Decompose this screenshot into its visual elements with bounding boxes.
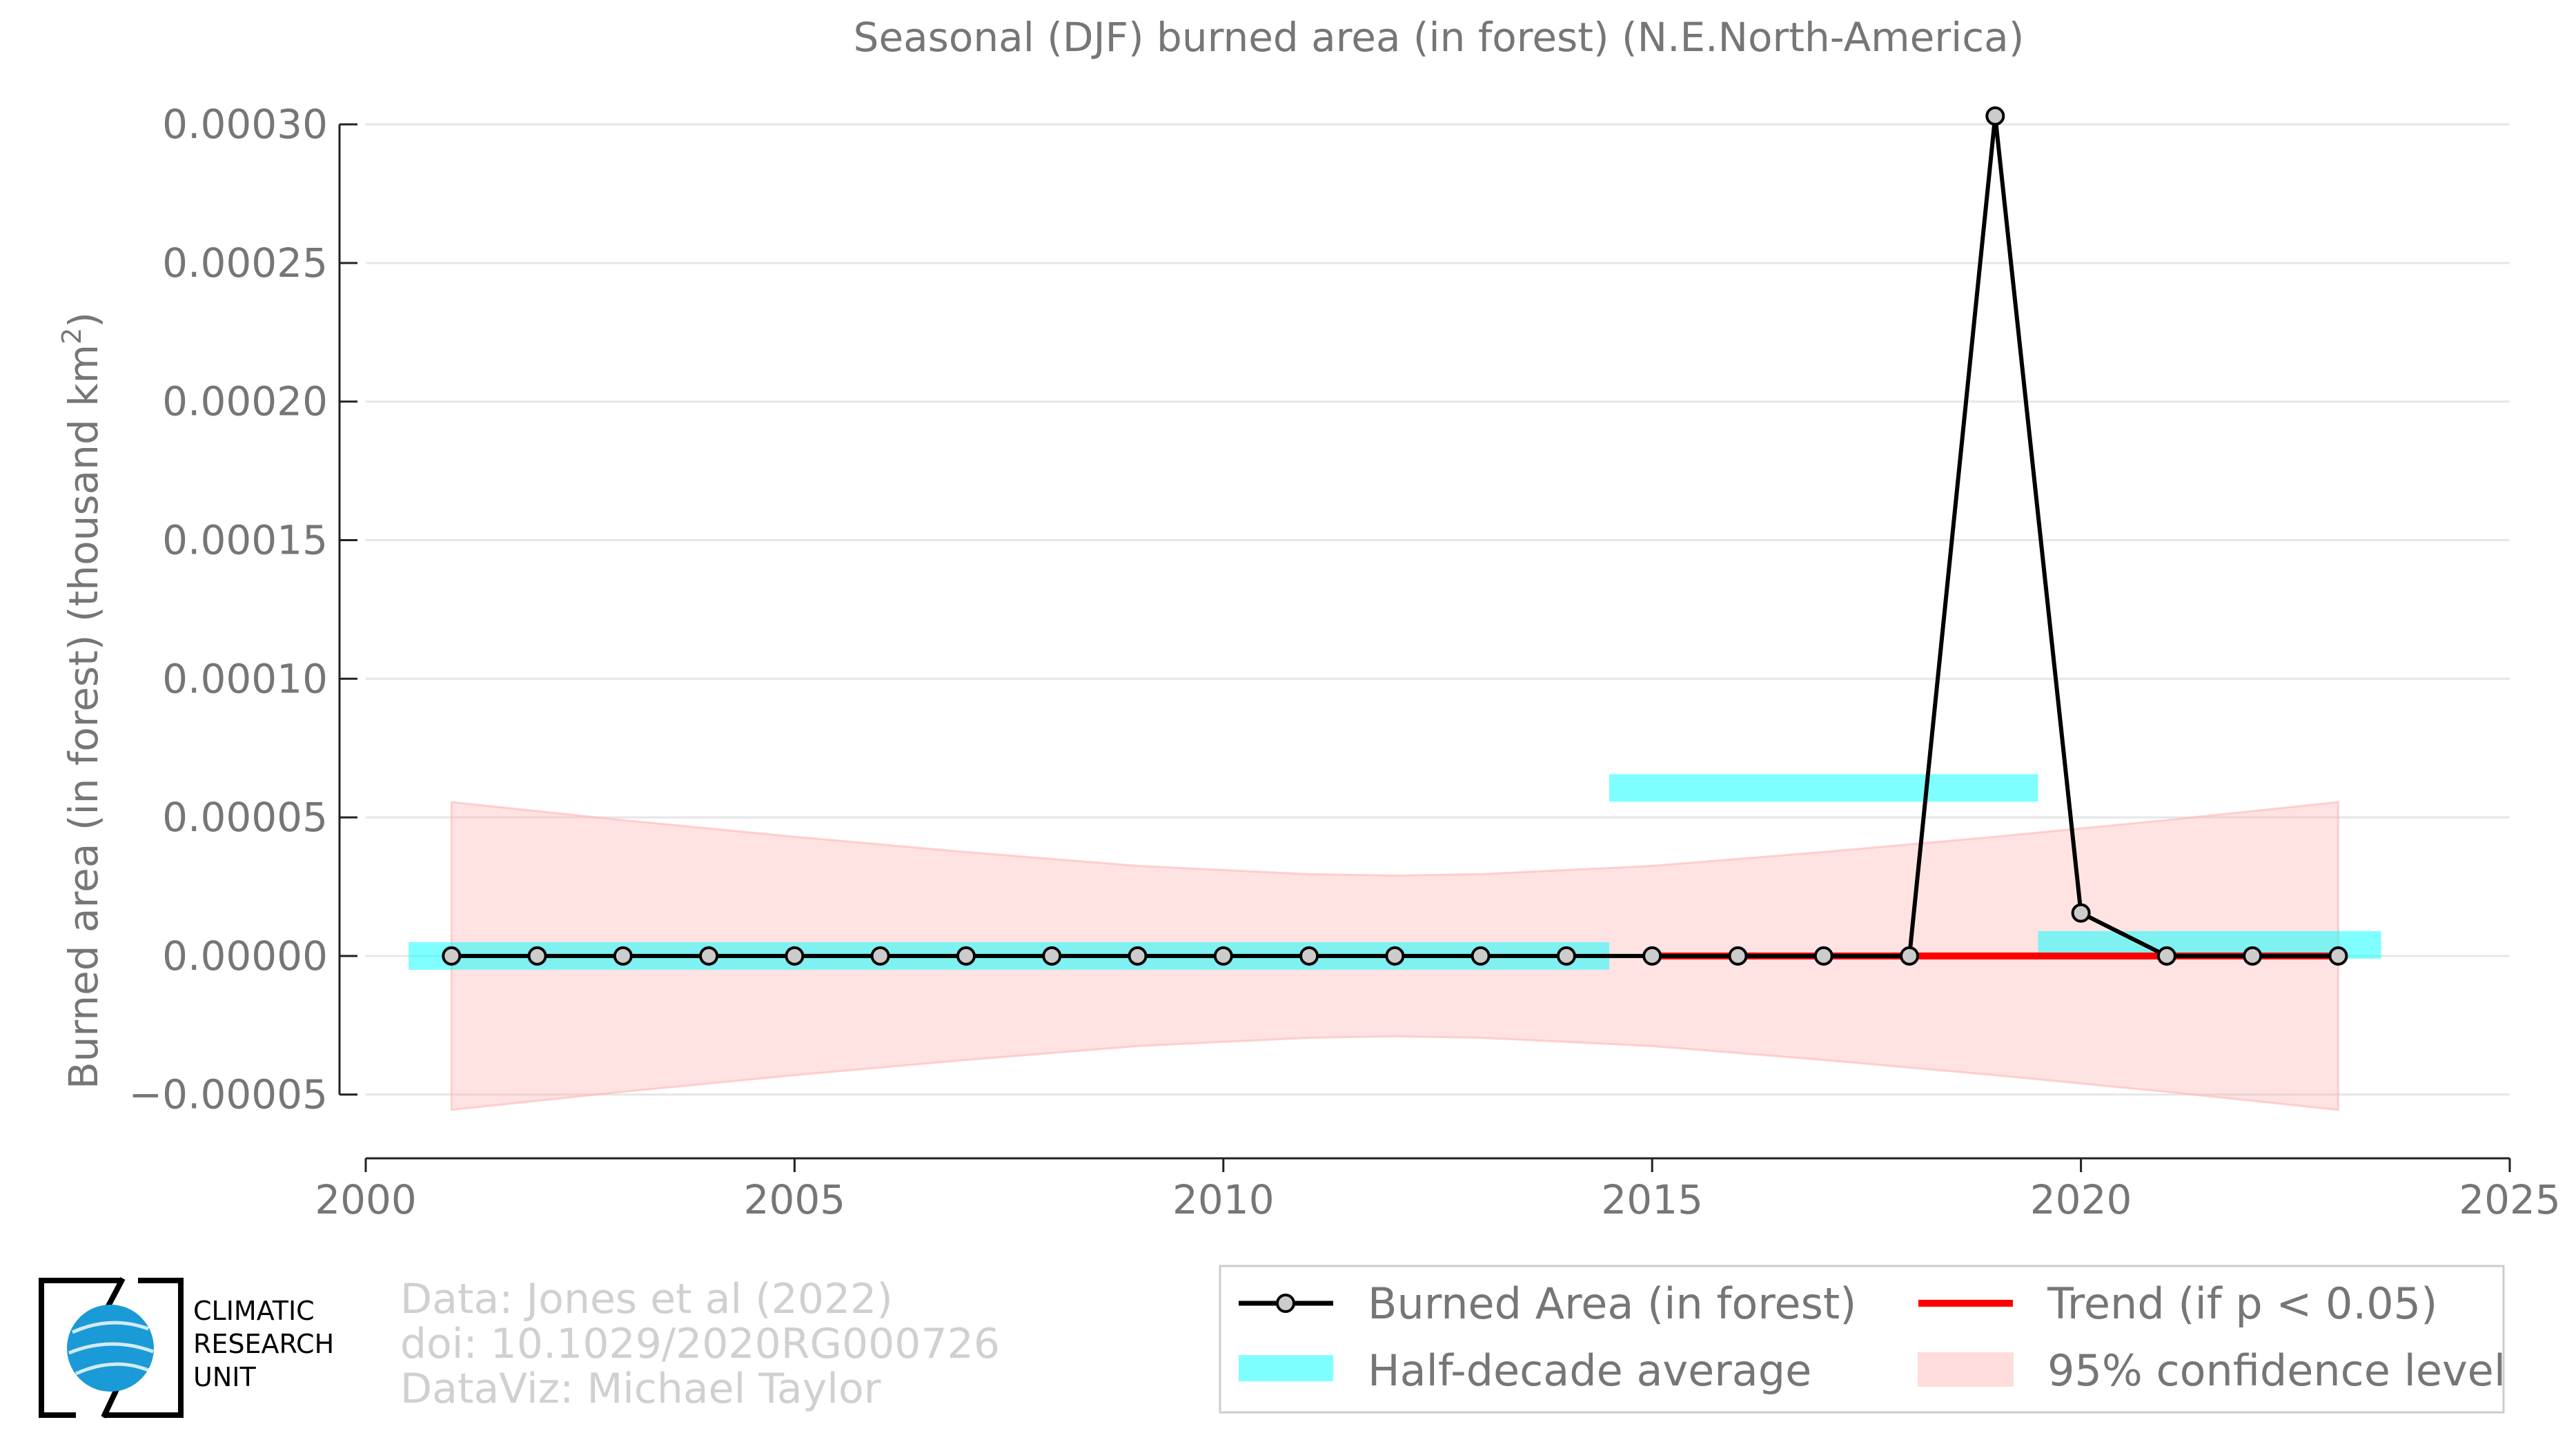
burned-area-point <box>1813 946 1833 966</box>
y-axis-label: Burned area (in forest) (thousand km2) <box>57 312 107 1089</box>
legend-confidence-label: 95% confidence level <box>2047 1345 2506 1396</box>
y-tick-label: 0.00025 <box>162 240 328 286</box>
x-tick-label: 2025 <box>2459 1176 2561 1223</box>
y-axis-label-superscript: 2 <box>57 328 87 344</box>
credit-doi: doi: 10.1029/2020RG000726 <box>400 1320 1000 1368</box>
legend-burned-area-label: Burned Area (in forest) <box>1368 1278 1856 1329</box>
burned-area-point <box>2243 946 2263 966</box>
burned-area-series-layer <box>442 106 2348 966</box>
burned-area-point <box>699 946 719 966</box>
legend-trend-label: Trend (if p < 0.05) <box>2047 1278 2437 1329</box>
burned-area-point <box>1385 946 1405 966</box>
y-tick-label: 0.00015 <box>162 517 328 564</box>
logo-globe-swirl-icon <box>68 1342 154 1355</box>
burned-area-point <box>1900 946 1920 966</box>
burned-area-point <box>956 946 976 966</box>
y-axis-label-close: ) <box>60 312 107 328</box>
half-decade-average-bar <box>1609 774 2038 802</box>
burned-area-point <box>870 946 890 966</box>
x-tick-label: 2000 <box>315 1176 417 1223</box>
x-tick-labels: 2000 2005 2010 2015 2020 2025 <box>315 1176 2561 1223</box>
legend-half-decade-swatch-icon <box>1239 1355 1333 1381</box>
y-tick-label: 0.00005 <box>162 794 328 841</box>
burned-area-point <box>2071 903 2091 923</box>
legend-box <box>1219 1265 2505 1414</box>
burned-area-point <box>1728 946 1748 966</box>
y-tick-label: 0.00010 <box>162 655 328 702</box>
burned-area-point <box>1128 946 1148 966</box>
burned-area-point <box>442 946 462 966</box>
axes <box>338 123 2511 1172</box>
logo-text-line3: UNIT <box>193 1362 256 1392</box>
burned-area-point <box>1985 106 2005 126</box>
legend: Burned Area (in forest) Trend (if p < 0.… <box>1219 1265 2506 1414</box>
logo-text-line1: CLIMATIC <box>193 1296 315 1326</box>
logo-globe-swirl-icon <box>71 1321 149 1334</box>
burned-area-point <box>1642 946 1662 966</box>
legend-burned-area-marker-icon <box>1276 1294 1295 1313</box>
x-tick-label: 2005 <box>744 1176 846 1223</box>
burned-area-point <box>527 946 547 966</box>
logo-globe-swirl-icon <box>75 1362 149 1376</box>
y-tick-label: 0.00030 <box>162 101 328 148</box>
cru-logo: CLIMATIC RESEARCH UNIT <box>39 1277 334 1419</box>
legend-half-decade-label: Half-decade average <box>1368 1345 1811 1396</box>
burned-area-point <box>2328 946 2348 966</box>
logo-bracket-left-icon <box>39 1278 121 1418</box>
burned-area-point <box>1042 946 1062 966</box>
burned-area-point <box>2156 946 2176 966</box>
y-axis-label-main: Burned area (in forest) (thousand km <box>60 344 107 1089</box>
legend-confidence-swatch-icon <box>1918 1352 2014 1387</box>
x-tick-label: 2010 <box>1172 1176 1275 1223</box>
burned-area-point <box>785 946 805 966</box>
burned-area-point <box>1471 946 1491 966</box>
credit-data-source: Data: Jones et al (2022) <box>400 1275 893 1323</box>
burned-area-point <box>1299 946 1319 966</box>
burned-area-point <box>1556 946 1576 966</box>
y-tick-label: −0.00005 <box>129 1071 328 1118</box>
x-tick-label: 2015 <box>1601 1176 1703 1223</box>
y-tick-label: 0.00020 <box>162 378 328 425</box>
burned-area-point <box>1213 946 1233 966</box>
logo-text-line2: RESEARCH <box>193 1329 334 1359</box>
y-tick-labels: −0.00005 0.00000 0.00005 0.00010 0.00015 0.00… <box>129 101 328 1118</box>
y-tick-label: 0.00000 <box>162 933 328 980</box>
chart-title: Seasonal (DJF) burned area (in forest) (… <box>854 14 2025 61</box>
x-tick-label: 2020 <box>2030 1176 2132 1223</box>
credit-dataviz: DataViz: Michael Taylor <box>400 1365 881 1413</box>
burned-area-point <box>613 946 633 966</box>
logo-bracket-right-icon <box>104 1278 184 1418</box>
